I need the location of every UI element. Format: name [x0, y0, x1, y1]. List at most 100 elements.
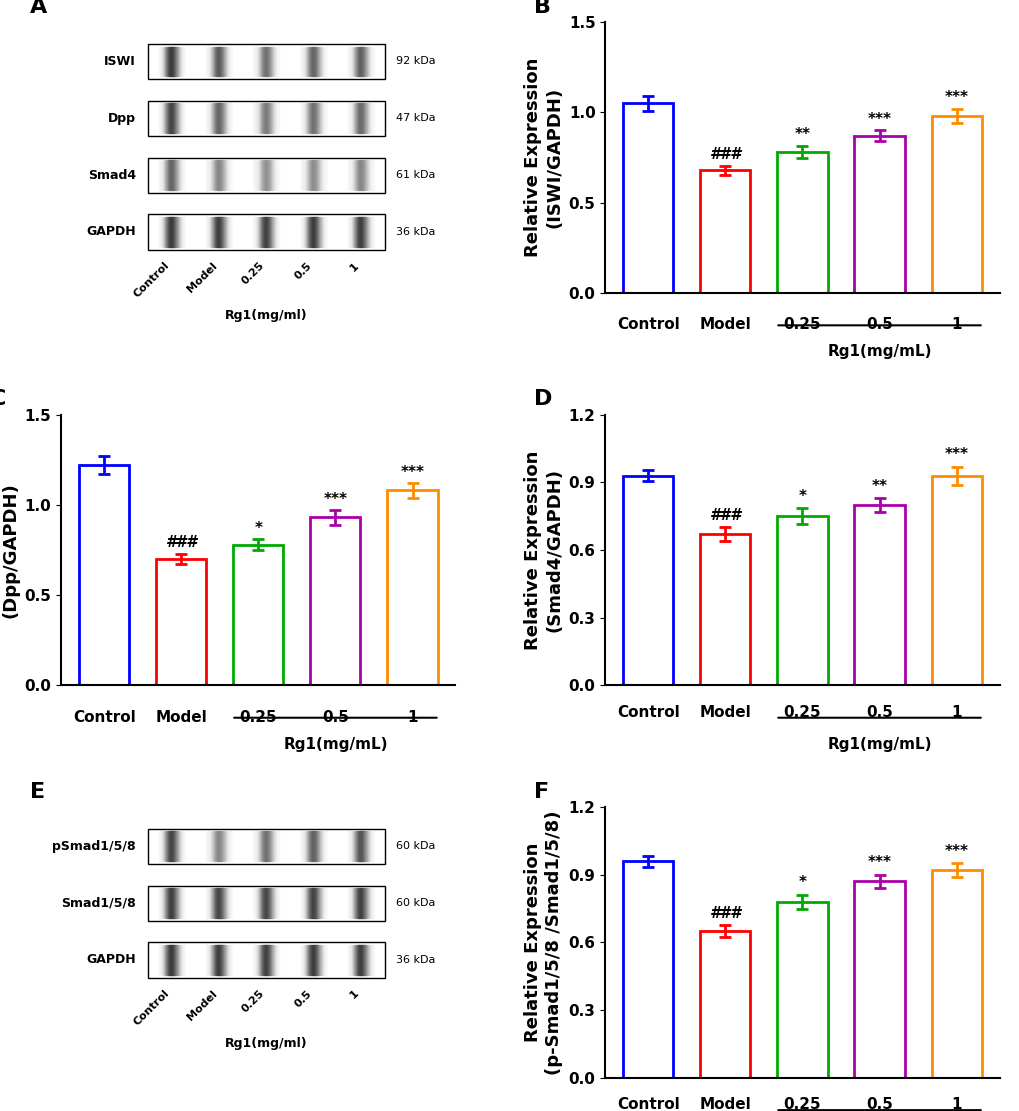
Y-axis label: Relative Expression
(Dpp/GAPDH): Relative Expression (Dpp/GAPDH): [0, 450, 19, 650]
Bar: [930, 476, 980, 685]
Text: ***: ***: [944, 90, 968, 106]
Text: C: C: [0, 389, 6, 409]
Text: 0.25: 0.25: [239, 710, 277, 724]
Text: Smad4: Smad4: [88, 169, 136, 181]
Text: 60 kDa: 60 kDa: [396, 841, 435, 851]
Text: 0.25: 0.25: [239, 989, 266, 1014]
Bar: [700, 534, 750, 685]
Bar: [148, 214, 384, 250]
Text: Control: Control: [132, 260, 171, 300]
Text: Rg1(mg/mL): Rg1(mg/mL): [826, 344, 931, 359]
Bar: [854, 881, 904, 1078]
Text: 1: 1: [951, 318, 961, 332]
Text: 61 kDa: 61 kDa: [396, 170, 435, 180]
Bar: [623, 476, 673, 685]
Text: 1: 1: [347, 260, 361, 273]
Bar: [79, 466, 129, 685]
Text: 0.5: 0.5: [865, 704, 892, 720]
Text: ###: ###: [165, 534, 197, 550]
Text: Dpp: Dpp: [108, 112, 136, 124]
Text: Model: Model: [185, 260, 219, 294]
Bar: [148, 942, 384, 978]
Text: Model: Model: [699, 1098, 751, 1111]
Text: Model: Model: [699, 704, 751, 720]
Text: Model: Model: [185, 989, 219, 1022]
Text: 1: 1: [347, 989, 361, 1001]
Text: ISWI: ISWI: [104, 54, 136, 68]
Bar: [700, 170, 750, 293]
Text: A: A: [30, 0, 47, 17]
Text: *: *: [798, 875, 806, 891]
Text: Control: Control: [72, 710, 136, 724]
Text: Smad1/5/8: Smad1/5/8: [61, 897, 136, 910]
Bar: [854, 136, 904, 293]
Bar: [148, 101, 384, 136]
Text: 0.25: 0.25: [783, 704, 820, 720]
Text: D: D: [534, 389, 552, 409]
Y-axis label: Relative Expression
(p-Smad1/5/8 /Smad1/5/8): Relative Expression (p-Smad1/5/8 /Smad1/…: [524, 810, 562, 1074]
Bar: [700, 931, 750, 1078]
Bar: [930, 870, 980, 1078]
Bar: [623, 861, 673, 1078]
Bar: [930, 116, 980, 293]
Text: pSmad1/5/8: pSmad1/5/8: [52, 840, 136, 853]
Bar: [623, 103, 673, 293]
Text: B: B: [534, 0, 551, 17]
Text: 0.25: 0.25: [783, 318, 820, 332]
Text: E: E: [30, 782, 45, 802]
Bar: [233, 544, 283, 685]
Text: Model: Model: [699, 318, 751, 332]
Text: *: *: [798, 489, 806, 503]
Bar: [387, 490, 437, 685]
Bar: [156, 559, 206, 685]
Text: Rg1(mg/mL): Rg1(mg/mL): [826, 737, 931, 752]
Text: 92 kDa: 92 kDa: [396, 57, 435, 67]
Bar: [148, 829, 384, 864]
Text: ***: ***: [867, 112, 891, 127]
Bar: [148, 885, 384, 921]
Text: 0.5: 0.5: [292, 260, 313, 281]
Bar: [310, 518, 360, 685]
Text: ***: ***: [867, 855, 891, 870]
Text: 0.5: 0.5: [865, 318, 892, 332]
Text: Control: Control: [616, 1098, 679, 1111]
Y-axis label: Relative Expression
(Smad4/GAPDH): Relative Expression (Smad4/GAPDH): [524, 450, 562, 650]
Text: GAPDH: GAPDH: [87, 953, 136, 967]
Text: 1: 1: [951, 1098, 961, 1111]
Text: 36 kDa: 36 kDa: [396, 955, 435, 965]
Text: ***: ***: [944, 447, 968, 462]
Text: **: **: [870, 479, 887, 493]
Text: 60 kDa: 60 kDa: [396, 898, 435, 908]
Bar: [776, 517, 826, 685]
Text: 0.5: 0.5: [322, 710, 348, 724]
Text: ###: ###: [709, 147, 741, 162]
Text: 0.5: 0.5: [865, 1098, 892, 1111]
Text: *: *: [254, 521, 262, 536]
Text: ***: ***: [944, 844, 968, 859]
Text: Control: Control: [132, 989, 171, 1028]
Text: ###: ###: [709, 905, 741, 921]
Text: 1: 1: [951, 704, 961, 720]
Bar: [776, 152, 826, 293]
Text: ***: ***: [400, 464, 424, 480]
Text: GAPDH: GAPDH: [87, 226, 136, 239]
Text: 0.25: 0.25: [783, 1098, 820, 1111]
Text: ***: ***: [323, 492, 347, 507]
Text: ###: ###: [709, 508, 741, 523]
Bar: [148, 43, 384, 79]
Text: 0.5: 0.5: [292, 989, 313, 1009]
Text: 47 kDa: 47 kDa: [396, 113, 435, 123]
Text: 1: 1: [407, 710, 418, 724]
Text: 0.25: 0.25: [239, 260, 266, 287]
Bar: [148, 158, 384, 192]
Text: Rg1(mg/ml): Rg1(mg/ml): [225, 1037, 308, 1050]
Text: F: F: [534, 782, 549, 802]
Text: Rg1(mg/mL): Rg1(mg/mL): [283, 737, 387, 752]
Text: Rg1(mg/ml): Rg1(mg/ml): [225, 309, 308, 322]
Y-axis label: Relative Expression
(ISWI/GAPDH): Relative Expression (ISWI/GAPDH): [524, 58, 562, 258]
Text: Model: Model: [155, 710, 207, 724]
Text: 36 kDa: 36 kDa: [396, 227, 435, 237]
Text: Control: Control: [616, 318, 679, 332]
Bar: [854, 504, 904, 685]
Bar: [776, 902, 826, 1078]
